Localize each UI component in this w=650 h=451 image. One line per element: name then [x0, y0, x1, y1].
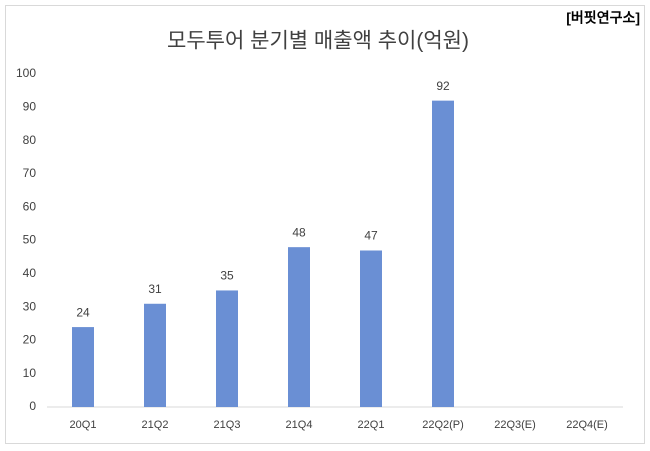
- data-label: 31: [148, 282, 162, 296]
- y-tick-label: 40: [23, 266, 37, 280]
- x-tick-label: 21Q2: [142, 419, 169, 431]
- bar: [432, 100, 454, 407]
- y-tick-label: 80: [23, 133, 37, 147]
- y-tick-label: 10: [23, 366, 37, 380]
- y-tick-label: 90: [23, 99, 37, 113]
- bar: [360, 250, 382, 407]
- x-tick-label: 22Q2(P): [422, 419, 464, 431]
- y-tick-label: 70: [23, 166, 37, 180]
- y-tick-label: 100: [16, 66, 36, 80]
- y-tick-label: 30: [23, 299, 37, 313]
- x-tick-label: 22Q4(E): [566, 419, 608, 431]
- data-label: 24: [76, 305, 90, 319]
- bar: [288, 247, 310, 407]
- y-tick-label: 20: [23, 333, 37, 347]
- annotation: [버핏연구소]: [566, 10, 640, 26]
- x-tick-label: 21Q4: [286, 419, 313, 431]
- chart-border: [5, 5, 645, 444]
- data-label: 48: [292, 225, 306, 239]
- bar: [72, 327, 94, 407]
- x-tick-label: 21Q3: [214, 419, 241, 431]
- y-tick-label: 60: [23, 199, 37, 213]
- y-tick-label: 50: [23, 233, 37, 247]
- x-tick-label: 22Q3(E): [494, 419, 536, 431]
- bar: [216, 290, 238, 407]
- data-label: 92: [436, 79, 450, 93]
- chart-title: 모두투어 분기별 매출액 추이(억원): [167, 30, 469, 53]
- bar: [144, 303, 166, 407]
- data-label: 47: [364, 229, 378, 243]
- data-label: 35: [220, 269, 234, 283]
- y-tick-label: 0: [29, 399, 36, 413]
- x-tick-label: 20Q1: [70, 419, 97, 431]
- x-tick-label: 22Q1: [358, 419, 385, 431]
